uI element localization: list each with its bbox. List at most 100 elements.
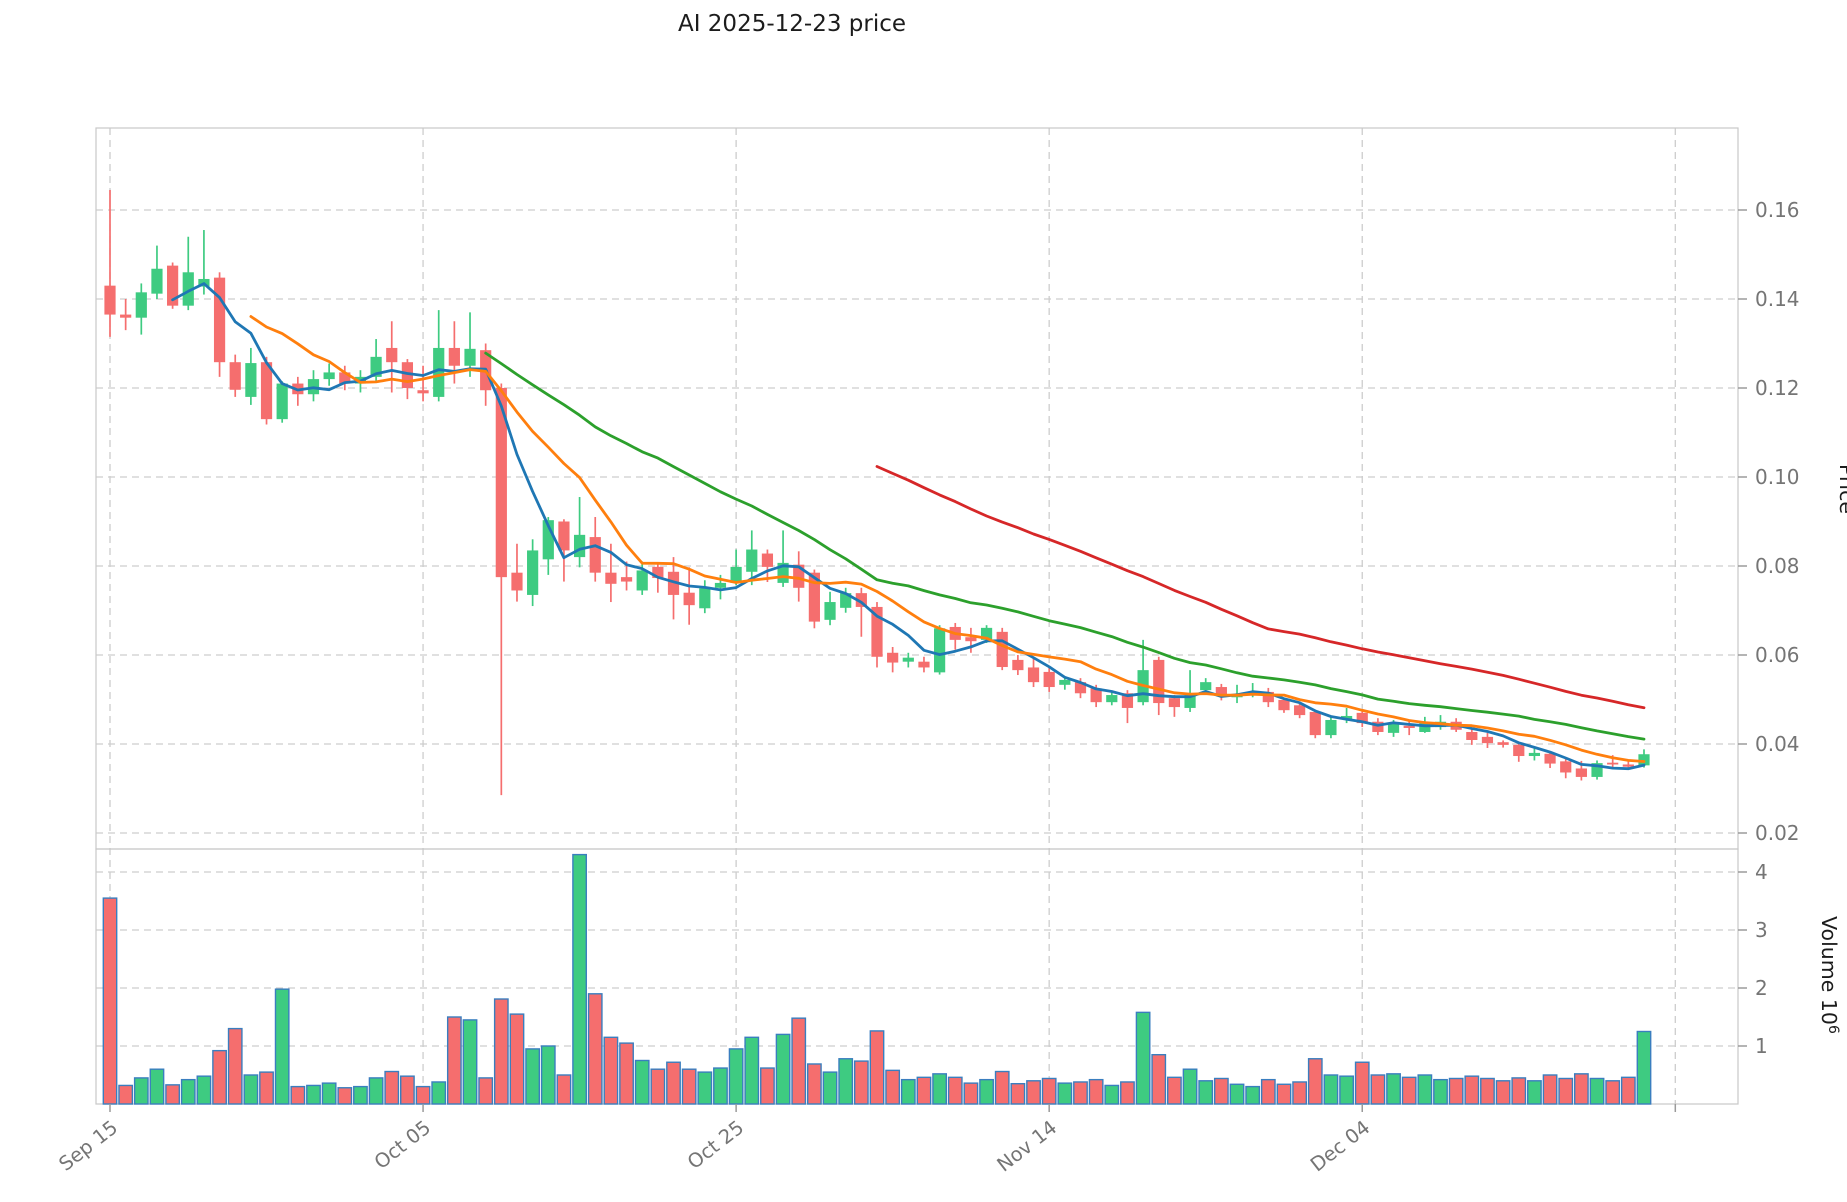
candle-body — [386, 347, 398, 363]
candle-body — [182, 272, 194, 306]
volume-bar — [1448, 1077, 1464, 1105]
candle-body — [714, 582, 727, 588]
candle-body — [1121, 693, 1134, 708]
volume-bar — [979, 1078, 994, 1105]
candle-body — [918, 661, 930, 668]
candle-body — [855, 593, 867, 607]
x-tick-label: Oct 05 — [370, 1116, 435, 1174]
volume-bar — [994, 1070, 1010, 1105]
candle-body — [1012, 659, 1024, 671]
volume-bar — [1495, 1080, 1511, 1105]
volume-bar — [1480, 1077, 1495, 1105]
candle-body — [167, 265, 179, 306]
volume-bar — [133, 1077, 149, 1105]
volume-bar — [1010, 1082, 1026, 1105]
candle-body — [1106, 695, 1118, 703]
candle-body — [417, 390, 429, 394]
candle-body — [667, 571, 680, 595]
volume-bar — [1464, 1075, 1480, 1105]
price-tick-label: 0.14 — [1755, 287, 1800, 311]
volume-bar — [525, 1048, 541, 1105]
volume-bar — [744, 1036, 760, 1105]
candle-body — [558, 521, 570, 551]
volume-bar — [556, 1074, 572, 1105]
candle-body — [120, 314, 132, 318]
volume-tick-label: 3 — [1755, 918, 1768, 942]
x-tick-label: Oct 25 — [683, 1116, 748, 1174]
volume-bar — [1542, 1074, 1558, 1105]
volume-bar — [1292, 1081, 1308, 1105]
volume-bar — [1339, 1075, 1354, 1105]
candle-body — [902, 657, 914, 662]
candlesticks — [104, 189, 1650, 796]
candle-body — [1575, 768, 1587, 777]
candle-body — [1497, 742, 1509, 745]
volume-bar — [806, 1063, 822, 1105]
volume-bar — [587, 993, 603, 1105]
price-tick-label: 0.10 — [1755, 465, 1800, 489]
candle-body — [104, 285, 116, 315]
candle-body — [777, 562, 789, 583]
candle-body — [433, 347, 445, 397]
candle-body — [245, 363, 257, 397]
volume-bar — [728, 1048, 744, 1105]
candle-body — [1622, 764, 1634, 767]
volume-bar — [775, 1033, 791, 1105]
candle-body — [448, 347, 460, 366]
price-tick-label: 0.04 — [1755, 732, 1800, 756]
volume-bar — [900, 1078, 916, 1105]
volume-bar — [1151, 1053, 1167, 1105]
volume-bar — [446, 1016, 462, 1105]
volume-bar — [1041, 1077, 1057, 1105]
candle-body — [151, 268, 163, 294]
candle-body — [699, 588, 711, 609]
volume-bar — [384, 1070, 400, 1105]
candle-body — [605, 572, 617, 584]
volume-bar — [619, 1042, 634, 1105]
volume-bar — [1213, 1077, 1229, 1105]
volume-bar — [540, 1045, 556, 1105]
volume-axis-title: Volume 106 — [1817, 916, 1841, 1034]
volume-bar — [227, 1027, 243, 1105]
volume-bar — [149, 1068, 165, 1105]
volume-bar — [1527, 1080, 1542, 1105]
candle-body — [730, 566, 742, 583]
candle-body — [887, 652, 899, 663]
volume-bar — [1370, 1074, 1386, 1105]
volume-bar — [212, 1049, 227, 1105]
candle-body — [1294, 705, 1306, 716]
volume-bar — [1260, 1078, 1276, 1105]
candle-body — [683, 592, 695, 606]
volume-bar — [1605, 1080, 1621, 1105]
volume-bar — [1120, 1081, 1135, 1105]
volume-bar — [102, 897, 118, 1105]
candle-body — [761, 553, 774, 567]
candle-body — [1560, 761, 1572, 773]
volume-bar — [1558, 1077, 1574, 1105]
candle-body — [229, 362, 241, 390]
volume-bar — [1245, 1085, 1261, 1105]
volume-tick-label: 1 — [1755, 1034, 1768, 1058]
candle-body — [511, 572, 523, 591]
price-tick-label: 0.16 — [1755, 198, 1800, 222]
candle-body — [1074, 682, 1087, 694]
volume-bar — [634, 1059, 650, 1105]
price-tick-label: 0.12 — [1755, 376, 1800, 400]
volume-bar — [306, 1084, 321, 1105]
candle-body — [323, 372, 335, 380]
volume-bar — [1573, 1073, 1589, 1105]
ma-line-50 — [875, 465, 1646, 710]
x-tick-label: Dec 04 — [1306, 1116, 1374, 1176]
volume-bar — [274, 988, 290, 1105]
volume-tick-label: 2 — [1755, 976, 1768, 1000]
volume-bar — [853, 1060, 869, 1105]
volume-bar — [697, 1071, 713, 1105]
candle-body — [135, 292, 147, 318]
candle-body — [1356, 712, 1368, 724]
candle-body — [401, 362, 414, 388]
volume-bar — [916, 1076, 932, 1105]
volume-bar — [650, 1068, 666, 1105]
volume-bar — [462, 1019, 478, 1105]
volume-bar — [791, 1017, 807, 1105]
